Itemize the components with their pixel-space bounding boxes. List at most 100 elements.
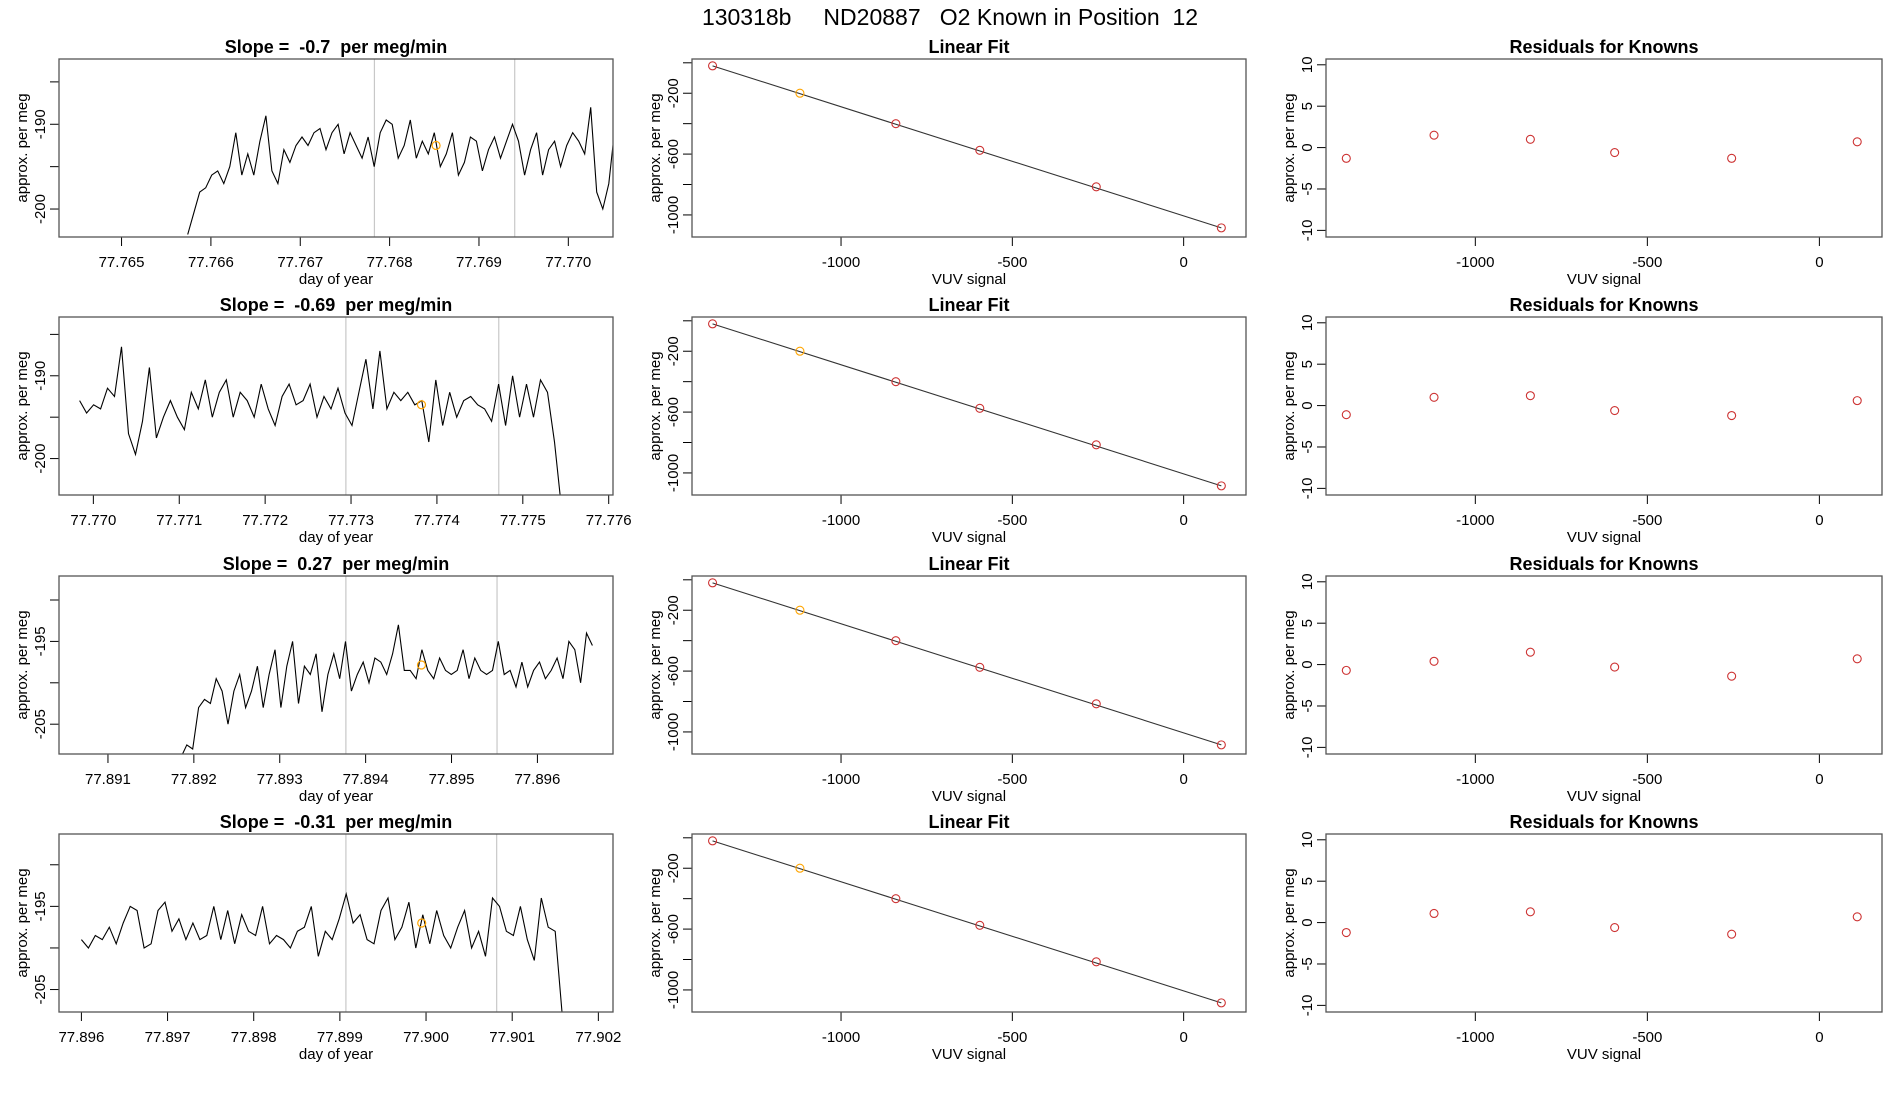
data-point: [1525, 134, 1535, 144]
x-axis-label: day of year: [299, 1046, 373, 1063]
x-tick-label: 77.775: [500, 512, 546, 529]
data-point: [1610, 662, 1620, 672]
data-point: [1525, 647, 1535, 657]
y-axis-label: approx. per meg: [14, 93, 31, 202]
x-tick-label: -1000: [1456, 254, 1494, 271]
y-tick-label: -195: [32, 891, 49, 921]
highlight-point: [431, 140, 441, 151]
x-tick-label: 77.771: [156, 512, 202, 529]
chart-title: Residuals for Knowns: [1509, 812, 1698, 832]
x-axis: 77.770 77.771 77.772 77.773 77.774 77.775 77.7…: [70, 494, 632, 546]
data-point: [1216, 740, 1226, 750]
y-tick-label: 0: [1299, 660, 1316, 668]
y-axis-label: approx. per meg: [1281, 93, 1298, 202]
x-tick-label: -500: [997, 512, 1027, 529]
chart-title: Slope = -0.7 per meg/min: [225, 37, 448, 57]
chart-panel-r4c2: Linear Fit -1000 -500 0 VUV signal -200 -600 -1…: [647, 812, 1247, 1063]
x-tick-label: -500: [1632, 512, 1662, 529]
data-point: [1852, 912, 1862, 922]
y-tick-label: 10: [1299, 56, 1316, 73]
data-point: [1429, 392, 1439, 402]
x-axis: -1000 -500 0 VUV signal: [822, 236, 1188, 288]
x-tick-label: -1000: [822, 771, 860, 788]
y-tick-label: -205: [32, 975, 49, 1005]
y-axis: 10 5 0 -5 -10 approx. per meg: [1281, 314, 1327, 499]
data-point: [1852, 137, 1862, 147]
y-axis-label: approx. per meg: [14, 868, 31, 977]
data-point: [708, 836, 718, 846]
x-tick-label: 77.773: [328, 512, 374, 529]
data-point: [891, 636, 901, 646]
x-tick-label: 77.893: [257, 771, 303, 788]
x-axis: -1000 -500 0 VUV signal: [822, 494, 1188, 546]
fit-line: [712, 65, 1222, 229]
data-point: [1727, 929, 1737, 939]
series-line: [79, 346, 561, 495]
x-tick-label: 0: [1815, 512, 1823, 529]
y-axis-label: approx. per meg: [647, 868, 664, 977]
highlight-point: [795, 88, 805, 98]
plot-box: [58, 316, 614, 496]
y-axis-label: approx. per meg: [1281, 868, 1298, 977]
data-point: [1091, 957, 1101, 967]
x-tick-label: 77.772: [242, 512, 288, 529]
x-tick-label: -1000: [822, 512, 860, 529]
data-point: [1429, 908, 1439, 919]
x-axis: 77.896 77.897 77.898 77.899 77.900 77.901 77.9…: [58, 1011, 621, 1063]
plot-box: [58, 58, 614, 238]
y-tick-label: 10: [1299, 831, 1316, 848]
data-point: [1852, 654, 1862, 664]
y-tick-label: -5: [1299, 182, 1316, 195]
x-tick-label: 77.768: [367, 254, 413, 271]
data-point: [975, 662, 985, 672]
x-axis: -1000 -500 0 VUV signal: [822, 1011, 1188, 1063]
plot-box: [691, 316, 1247, 496]
y-tick-label: -5: [1299, 699, 1316, 712]
x-tick-label: 77.894: [343, 771, 389, 788]
y-tick-label: -10: [1299, 737, 1316, 759]
y-tick-label: -190: [32, 109, 49, 139]
data-point: [1216, 998, 1226, 1008]
chart-panel-r3c3: Residuals for Knowns -1000 -500 0 VUV signal…: [1281, 554, 1883, 805]
x-tick-label: 77.770: [70, 512, 116, 529]
y-axis-label: approx. per meg: [14, 610, 31, 719]
y-tick-label: -1000: [665, 196, 682, 234]
x-tick-label: 0: [1179, 771, 1187, 788]
x-tick-label: -500: [1632, 771, 1662, 788]
x-tick-label: 77.897: [145, 1029, 191, 1046]
x-tick-label: 77.767: [277, 254, 323, 271]
x-tick-label: -500: [997, 1029, 1027, 1046]
data-point: [1852, 396, 1862, 406]
x-axis-label: VUV signal: [1567, 529, 1641, 546]
x-tick-label: 0: [1179, 512, 1187, 529]
y-tick-label: 0: [1299, 918, 1316, 926]
x-tick-label: 0: [1815, 254, 1823, 271]
x-tick-label: 0: [1179, 254, 1187, 271]
plot-box: [691, 58, 1247, 238]
data-point: [1727, 153, 1737, 163]
data-point: [1429, 130, 1439, 140]
series-line: [181, 624, 593, 754]
x-tick-label: 77.902: [575, 1029, 621, 1046]
x-axis-label: VUV signal: [932, 1046, 1006, 1063]
x-tick-label: -1000: [1456, 1029, 1494, 1046]
x-axis: -1000 -500 0 VUV signal: [1456, 494, 1824, 546]
data-point: [1610, 406, 1620, 416]
x-axis-label: day of year: [299, 529, 373, 546]
chart-panel-r1c2: Linear Fit -1000 -500 0 VUV signal -200 -600 -1…: [647, 37, 1247, 288]
data-point: [708, 578, 718, 588]
y-tick-label: -600: [665, 914, 682, 944]
x-tick-label: 0: [1815, 1029, 1823, 1046]
series-line: [187, 107, 613, 235]
data-point: [1341, 410, 1351, 420]
y-tick-label: -1000: [665, 454, 682, 492]
x-axis-label: day of year: [299, 788, 373, 805]
plot-box: [691, 575, 1247, 755]
chart-panel-r1c3: Residuals for Knowns -1000 -500 0 VUV signal…: [1281, 37, 1883, 288]
y-axis: 10 5 0 -5 -10 approx. per meg: [1281, 573, 1327, 759]
fit-line: [712, 582, 1222, 746]
x-tick-label: 0: [1815, 771, 1823, 788]
